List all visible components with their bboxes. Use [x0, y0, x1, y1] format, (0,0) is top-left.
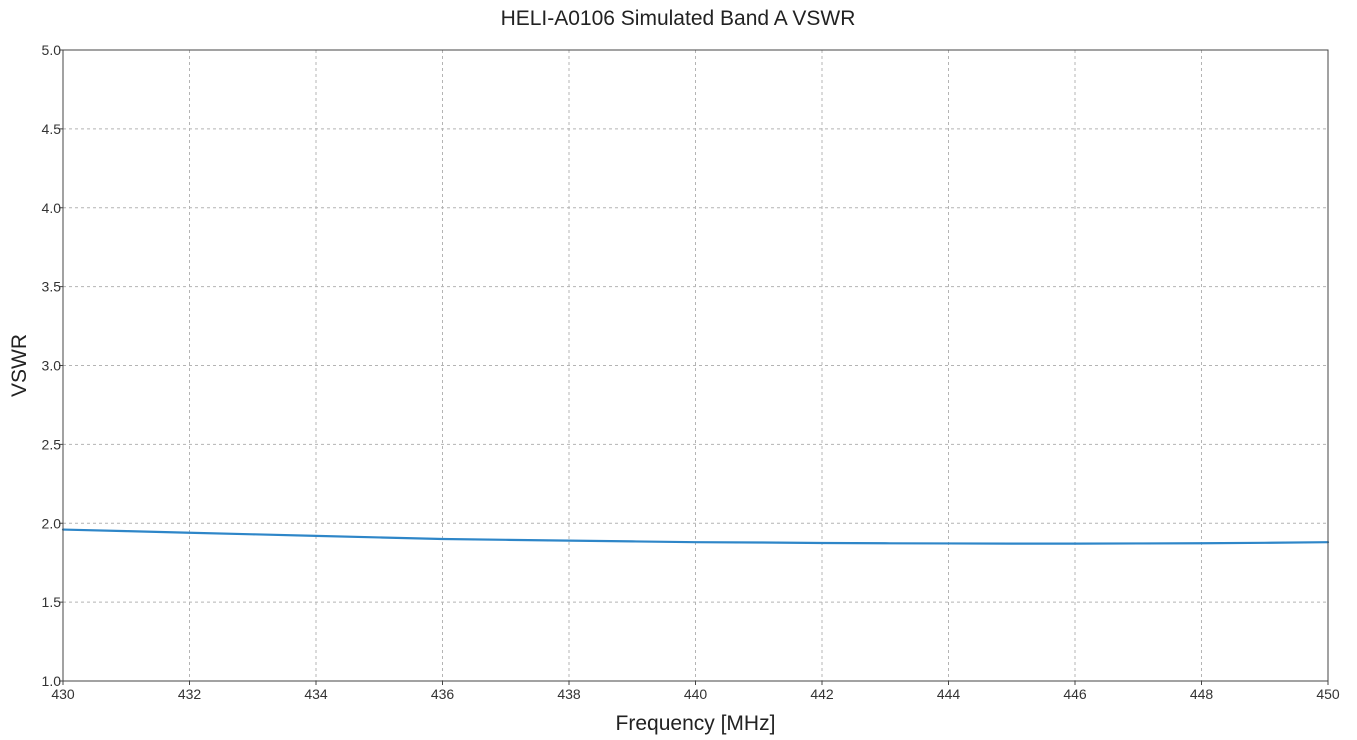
y-tick-label: 1.5 [42, 594, 62, 610]
y-tick-label: 5.0 [42, 42, 62, 58]
x-tick-label: 436 [431, 686, 455, 702]
y-tick-label: 2.5 [42, 436, 62, 452]
x-tick-label: 430 [51, 686, 75, 702]
x-tick-label: 444 [937, 686, 961, 702]
x-tick-label: 432 [178, 686, 202, 702]
x-tick-label: 448 [1190, 686, 1214, 702]
ticks: 430 432 434 436 438 440 442 444 446 448 450 1.0 1.5 2… [42, 42, 1340, 702]
x-tick-label: 442 [810, 686, 834, 702]
y-tick-label: 4.0 [42, 200, 62, 216]
series-layer [61, 528, 1330, 545]
vswr-series-line [61, 528, 1330, 545]
y-tick-label: 1.0 [42, 673, 62, 689]
x-tick-label: 446 [1063, 686, 1087, 702]
x-tick-label: 438 [557, 686, 581, 702]
x-tick-label: 450 [1316, 686, 1340, 702]
chart-title: HELI-A0106 Simulated Band A VSWR [501, 7, 856, 30]
x-tick-label: 440 [684, 686, 708, 702]
y-axis-label: VSWR [8, 334, 31, 397]
y-tick-label: 3.0 [42, 358, 62, 374]
x-tick-label: 434 [304, 686, 328, 702]
y-tick-label: 2.0 [42, 515, 62, 531]
x-axis-label: Frequency [MHz] [616, 712, 776, 735]
y-tick-label: 3.5 [42, 279, 62, 295]
y-tick-label: 4.5 [42, 121, 62, 137]
grid [63, 50, 1328, 681]
